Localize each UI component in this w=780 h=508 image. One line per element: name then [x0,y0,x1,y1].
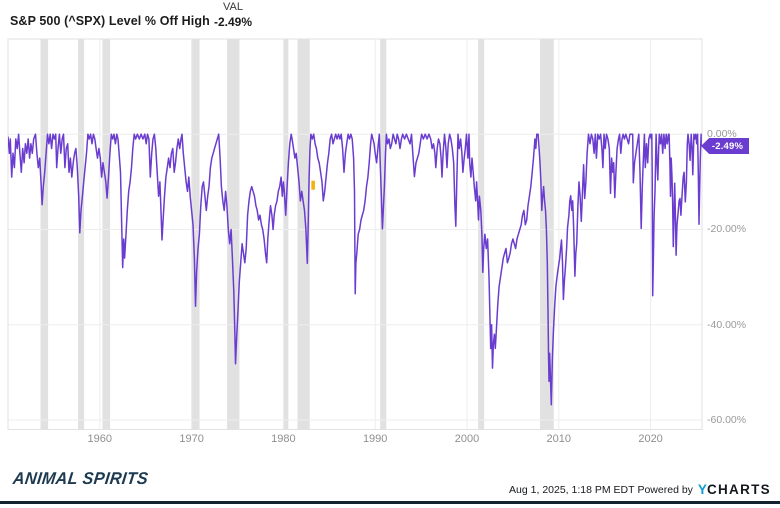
val-current-value: -2.49% [213,15,253,29]
x-axis-tick-label: 1970 [179,433,204,445]
ycharts-logo-text: CHARTS [706,482,771,497]
current-value-badge-label: -2.49% [711,140,744,152]
x-axis-tick-label: 1980 [271,433,296,445]
y-axis-tick-label: 0.00% [707,128,737,141]
annotation-marker [311,180,315,190]
x-axis-tick-label: 1990 [362,433,388,445]
plot-border [7,38,703,430]
y-axis-tick-label: -40.00% [707,318,747,331]
y-axis-tick-label: -60.00% [707,413,747,426]
x-axis-tick-label: 2020 [638,433,663,445]
recession-band [297,39,310,430]
recession-band [78,39,85,430]
timestamp-text: Aug 1, 2025, 1:18 PM EDT [509,483,635,496]
chart-title: S&P 500 (^SPX) Level % Off High [10,14,210,28]
y-axis-tick-label: -20.00% [707,223,747,236]
val-column-header: VAL [223,1,243,13]
bottom-divider-bar [0,501,780,504]
recession-band [102,39,111,430]
current-value-badge: -2.49% [701,138,749,154]
ycharts-logo-y: Y [697,482,707,497]
recession-band [40,39,49,430]
x-axis-tick-label: 2010 [546,433,572,445]
recession-band [283,39,289,430]
animal-spirits-logo: ANIMAL SPIRITS [11,469,150,488]
footer-attribution: Aug 1, 2025, 1:18 PM EDT Powered by Y CHAR… [509,482,771,497]
drawdown-line [8,133,702,406]
x-axis-tick-label: 1960 [87,433,113,445]
recession-band [478,39,485,430]
recession-band [380,39,387,430]
recession-band [191,39,200,430]
powered-by-text: Powered by [637,483,693,496]
x-axis-tick-label: 2000 [454,433,480,445]
